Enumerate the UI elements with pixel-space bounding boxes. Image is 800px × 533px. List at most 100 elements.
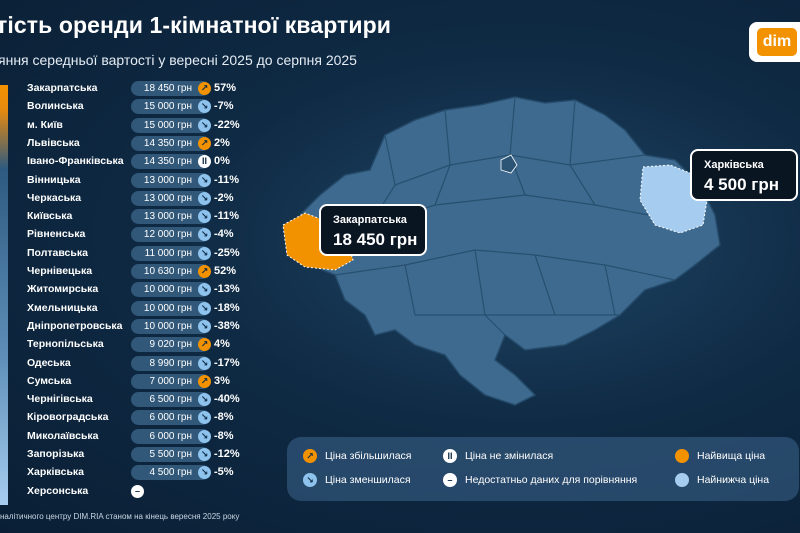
price-value: 4 500 грн <box>149 467 192 479</box>
table-row: Львівська 14 350 грн ↗ 2% <box>0 135 300 153</box>
arrow-down-icon: ↘ <box>198 356 211 370</box>
change-value: 3% <box>214 374 230 387</box>
price-pill: 14 350 грн <box>131 154 210 170</box>
table-row: Кіровоградська 6 000 грн ↘ -8% <box>0 409 300 427</box>
table-row: Хмельницька 10 000 грн ↘ -18% <box>0 300 300 318</box>
table-row: Тернопільська 9 020 грн ↗ 4% <box>0 336 300 354</box>
region-label: Вінницька <box>27 173 81 186</box>
price-value: 8 990 грн <box>149 357 192 369</box>
price-pill: 15 000 грн <box>131 117 210 133</box>
price-value: 6 000 грн <box>149 430 192 442</box>
arrow-up-icon: ↗ <box>198 265 211 278</box>
price-pill: 4 500 грн <box>131 465 210 481</box>
arrow-down-icon: ↘ <box>198 210 211 224</box>
price-pill: 15 000 грн <box>131 99 210 115</box>
callout-price: 18 450 грн <box>333 230 418 249</box>
price-value: 18 450 грн <box>143 83 192 94</box>
change-value: -18% <box>214 301 240 314</box>
arrow-down-icon: ↘ <box>198 246 211 260</box>
legend-down-label: Ціна зменшилася <box>325 474 411 486</box>
region-label: Рівненська <box>27 228 86 241</box>
price-value: 13 000 грн <box>143 174 192 186</box>
highest-price-callout: Закарпатська 18 450 грн <box>319 204 427 256</box>
arrow-up-icon: ↗ <box>198 338 211 352</box>
price-value: 13 000 грн <box>143 211 192 223</box>
arrow-down-icon: ↘ <box>198 100 211 114</box>
highest-dot-icon <box>675 449 689 463</box>
region-label: Чернівецька <box>27 265 93 277</box>
price-pill: 9 020 грн <box>131 337 210 353</box>
table-row: Вінницька 13 000 грн ↘ -11% <box>0 172 300 190</box>
region-label: Черкаська <box>27 191 82 204</box>
pause-icon: II <box>443 449 457 463</box>
region-label: Запорізька <box>27 448 85 460</box>
price-pill: 13 000 грн <box>131 190 210 206</box>
lowest-price-callout: Харківська 4 500 грн <box>690 149 798 201</box>
change-value: 57% <box>214 82 237 94</box>
table-row: Миколаївська 6 000 грн ↘ -8% <box>0 428 300 446</box>
table-row: Закарпатська 18 450 грн ↗ 57% <box>0 80 300 98</box>
change-value: -11% <box>214 210 240 223</box>
price-pill: 10 630 грн <box>131 264 210 279</box>
arrow-down-icon: ↘ <box>198 319 211 333</box>
callout-region-name: Харківська <box>704 159 764 171</box>
arrow-down-icon: ↘ <box>198 448 211 461</box>
arrow-up-icon: ↗ <box>198 136 211 150</box>
region-label: Сумська <box>27 374 72 387</box>
price-pill: 12 000 грн <box>131 227 210 243</box>
price-value: 11 000 грн <box>144 247 192 259</box>
price-pill: 10 000 грн <box>131 318 210 334</box>
arrow-up-icon: ↗ <box>303 449 317 463</box>
change-value: -7% <box>214 100 234 113</box>
arrow-down-icon: ↘ <box>198 466 211 480</box>
table-row: Івано-Франківська 14 350 грн II 0% <box>0 153 300 171</box>
price-pill: 6 000 грн <box>131 428 210 444</box>
change-value: 4% <box>214 338 230 351</box>
table-row: Черкаська 13 000 грн ↘ -2% <box>0 190 300 208</box>
arrow-up-icon: ↗ <box>198 82 211 95</box>
legend-nodata-label: Недостатньо даних для порівняння <box>465 474 638 486</box>
region-label: Житомирська <box>27 283 99 296</box>
minus-icon: – <box>131 484 144 498</box>
region-label: Київська <box>27 210 73 223</box>
price-pill: 8 990 грн <box>131 355 210 371</box>
legend-highest-label: Найвища ціна <box>697 450 766 462</box>
legend-lowest-label: Найнижча ціна <box>697 474 770 486</box>
table-row: Харківська 4 500 грн ↘ -5% <box>0 464 300 482</box>
table-row: Волинська 15 000 грн ↘ -7% <box>0 98 300 116</box>
change-value: 0% <box>214 155 230 168</box>
price-value: 5 500 грн <box>149 449 192 460</box>
price-pill: 10 000 грн <box>131 300 210 316</box>
region-label: Харківська <box>27 466 85 479</box>
pause-icon: II <box>198 155 211 169</box>
change-value: -8% <box>214 411 234 424</box>
arrow-down-icon: ↘ <box>198 173 211 187</box>
legend: ↗ Ціна збільшилася ↘ Ціна зменшилася II … <box>287 437 799 501</box>
change-value: -22% <box>214 118 240 131</box>
region-kyiv-city <box>500 154 518 174</box>
change-value: -2% <box>214 191 234 204</box>
price-value: 10 630 грн <box>143 266 192 277</box>
change-value: -5% <box>214 466 234 479</box>
chart-subtitle: яння середньої вартості у вересні 2025 д… <box>0 52 357 68</box>
price-value: 14 350 грн <box>143 156 192 168</box>
region-label: Кіровоградська <box>27 411 109 424</box>
minus-icon: – <box>443 473 457 487</box>
price-pill: 7 000 грн <box>131 373 210 389</box>
chart-title: тість оренди 1-кімнатної квартири <box>0 12 392 38</box>
price-pill: 6 500 грн <box>131 392 210 408</box>
dim-logo[interactable]: dim <box>749 22 800 62</box>
price-value: 10 000 грн <box>143 284 192 296</box>
lowest-dot-icon <box>675 473 689 487</box>
price-value: 7 000 грн <box>149 375 192 387</box>
arrow-down-icon: ↘ <box>198 429 211 443</box>
legend-same-label: Ціна не змінилася <box>465 450 554 462</box>
price-value: 6 500 грн <box>149 394 192 406</box>
price-pill: 11 000 грн <box>131 245 210 261</box>
price-pill: 13 000 грн <box>131 172 210 188</box>
table-row: м. Київ 15 000 грн ↘ -22% <box>0 117 300 135</box>
arrow-up-icon: ↗ <box>198 374 211 388</box>
price-value: 12 000 грн <box>143 229 192 241</box>
table-row: Чернігівська 6 500 грн ↘ -40% <box>0 391 300 409</box>
table-row: Житомирська 10 000 грн ↘ -13% <box>0 281 300 299</box>
